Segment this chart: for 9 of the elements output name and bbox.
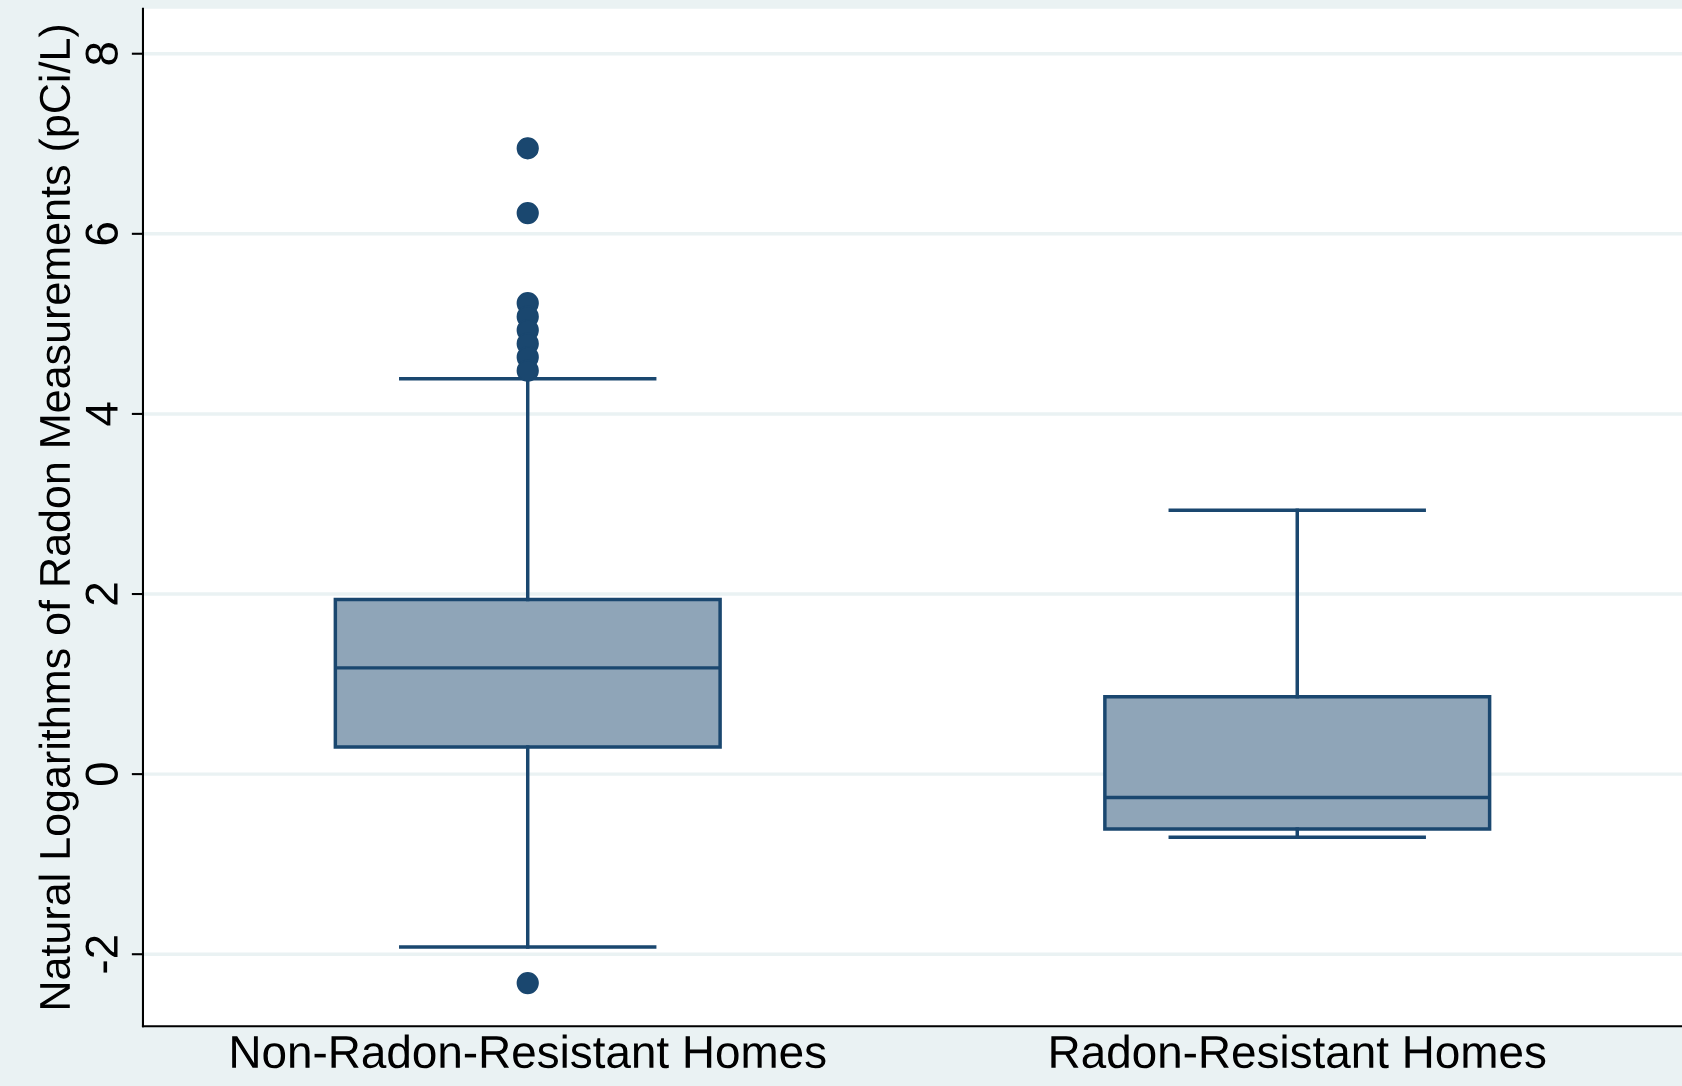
x-tick-label: Non-Radon-Resistant Homes [232,1034,826,1069]
y-tick-label: 2 [85,583,118,605]
y-tick-label: -2 [85,936,118,973]
y-tick-label: 8 [85,42,118,65]
y-axis-title: Natural Logarithms of Radon Measurements (pCi/L) [38,25,79,1009]
y-tick-label: 4 [85,402,118,426]
y-tick-label: 6 [85,223,118,245]
y-tick-label: 0 [85,763,118,786]
x-tick-label: Radon-Resistant Homes [1051,1034,1546,1069]
